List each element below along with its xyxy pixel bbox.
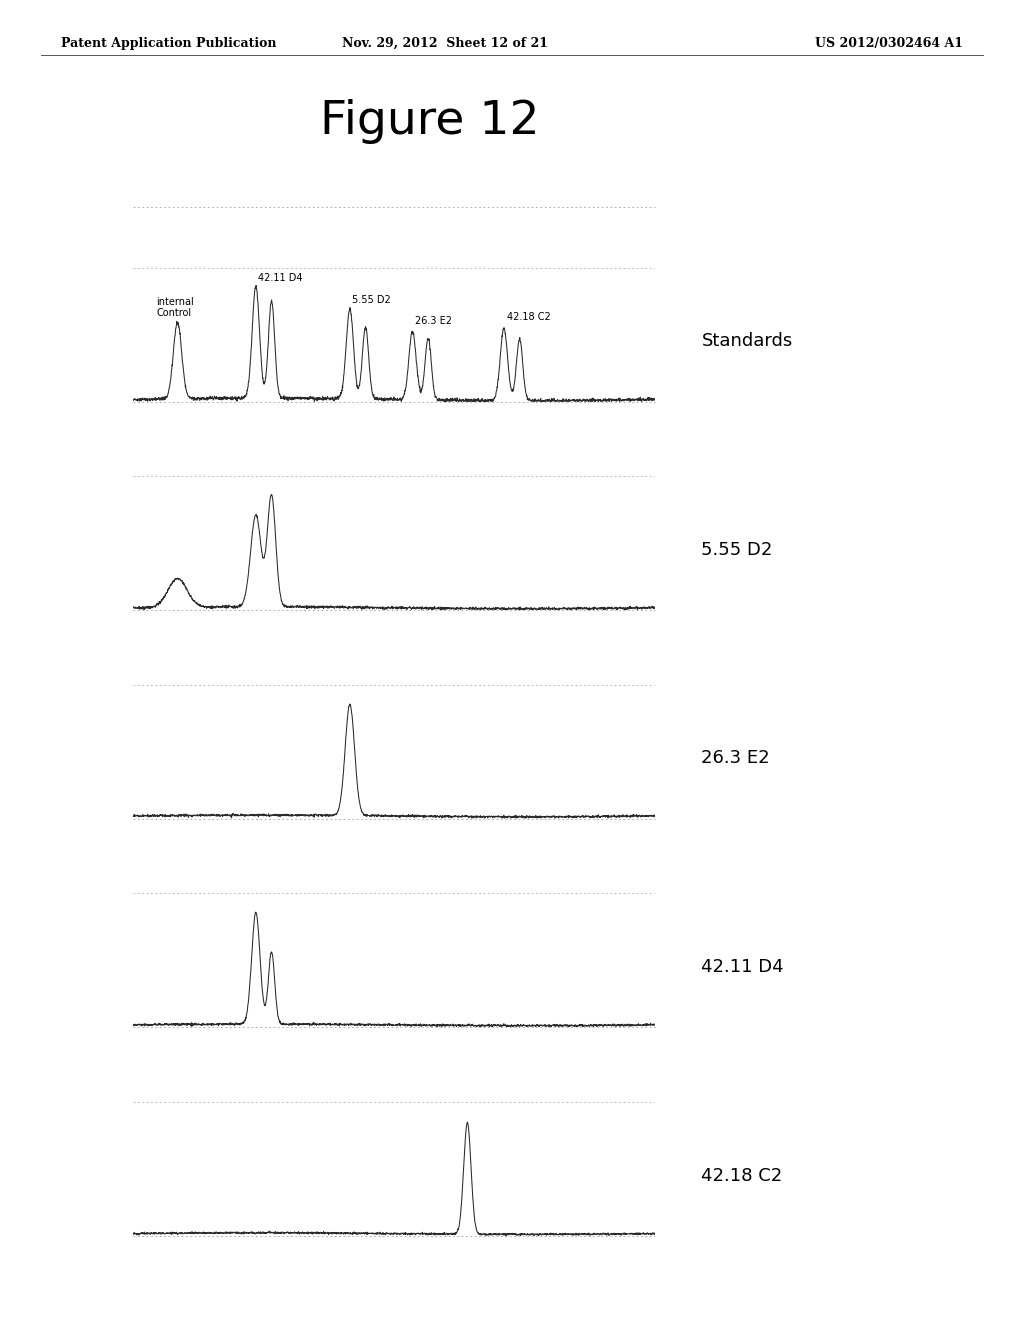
Text: 26.3 E2: 26.3 E2 (701, 750, 770, 767)
Text: US 2012/0302464 A1: US 2012/0302464 A1 (814, 37, 963, 50)
Text: 42.11 D4: 42.11 D4 (701, 958, 784, 975)
Text: 5.55 D2: 5.55 D2 (352, 296, 391, 305)
Text: 42.11 D4: 42.11 D4 (258, 273, 303, 282)
Text: Standards: Standards (701, 333, 793, 350)
Text: 26.3 E2: 26.3 E2 (415, 317, 453, 326)
Text: 42.18 C2: 42.18 C2 (507, 313, 550, 322)
Text: Nov. 29, 2012  Sheet 12 of 21: Nov. 29, 2012 Sheet 12 of 21 (342, 37, 549, 50)
Text: Patent Application Publication: Patent Application Publication (61, 37, 276, 50)
Text: internal
Control: internal Control (157, 297, 195, 318)
Text: 42.18 C2: 42.18 C2 (701, 1167, 782, 1184)
Text: Figure 12: Figure 12 (321, 99, 540, 144)
Text: 5.55 D2: 5.55 D2 (701, 541, 773, 558)
